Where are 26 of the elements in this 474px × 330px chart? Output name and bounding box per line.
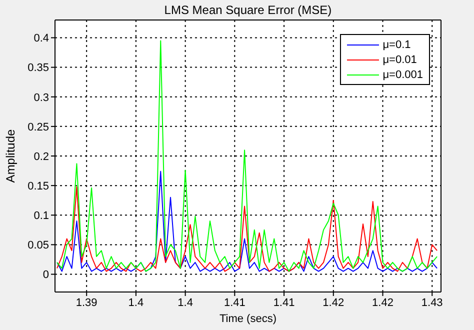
y-tick-label: 0.05 (28, 240, 49, 252)
legend-label: μ=0.001 (382, 68, 423, 80)
legend-label: μ=0.01 (382, 54, 417, 66)
chart-title: LMS Mean Square Error (MSE) (163, 3, 333, 17)
x-tick-label: 1.43 (421, 296, 443, 309)
line-series (56, 170, 438, 272)
x-tick-label: 1.41 (224, 296, 246, 309)
x-tick-label: 1.42 (372, 296, 394, 309)
line-series (56, 186, 438, 272)
y-axis-title: Amplitude (3, 129, 18, 183)
x-tick-label: 1.4 (128, 296, 144, 309)
x-tick-label: 1.4 (178, 296, 193, 309)
line-series (56, 40, 438, 272)
x-tick-label: 1.42 (322, 296, 344, 309)
x-tick-label: 1.39 (76, 296, 98, 309)
y-tick-label: 0.4 (34, 32, 49, 45)
y-tick-label: 0.1 (34, 210, 49, 222)
y-tick-label: 0.25 (28, 121, 49, 134)
y-tick-label: 0.3 (34, 92, 49, 104)
y-tick-label: 0.2 (34, 150, 49, 163)
legend-label: μ=0.1 (382, 38, 411, 50)
y-tick-label: 0.15 (28, 180, 49, 192)
y-tick-label: 0.35 (28, 62, 49, 74)
y-tick-label: 0 (42, 269, 49, 282)
x-tick-label: 1.41 (273, 296, 295, 309)
x-axis-title: Time (secs) (219, 313, 277, 325)
